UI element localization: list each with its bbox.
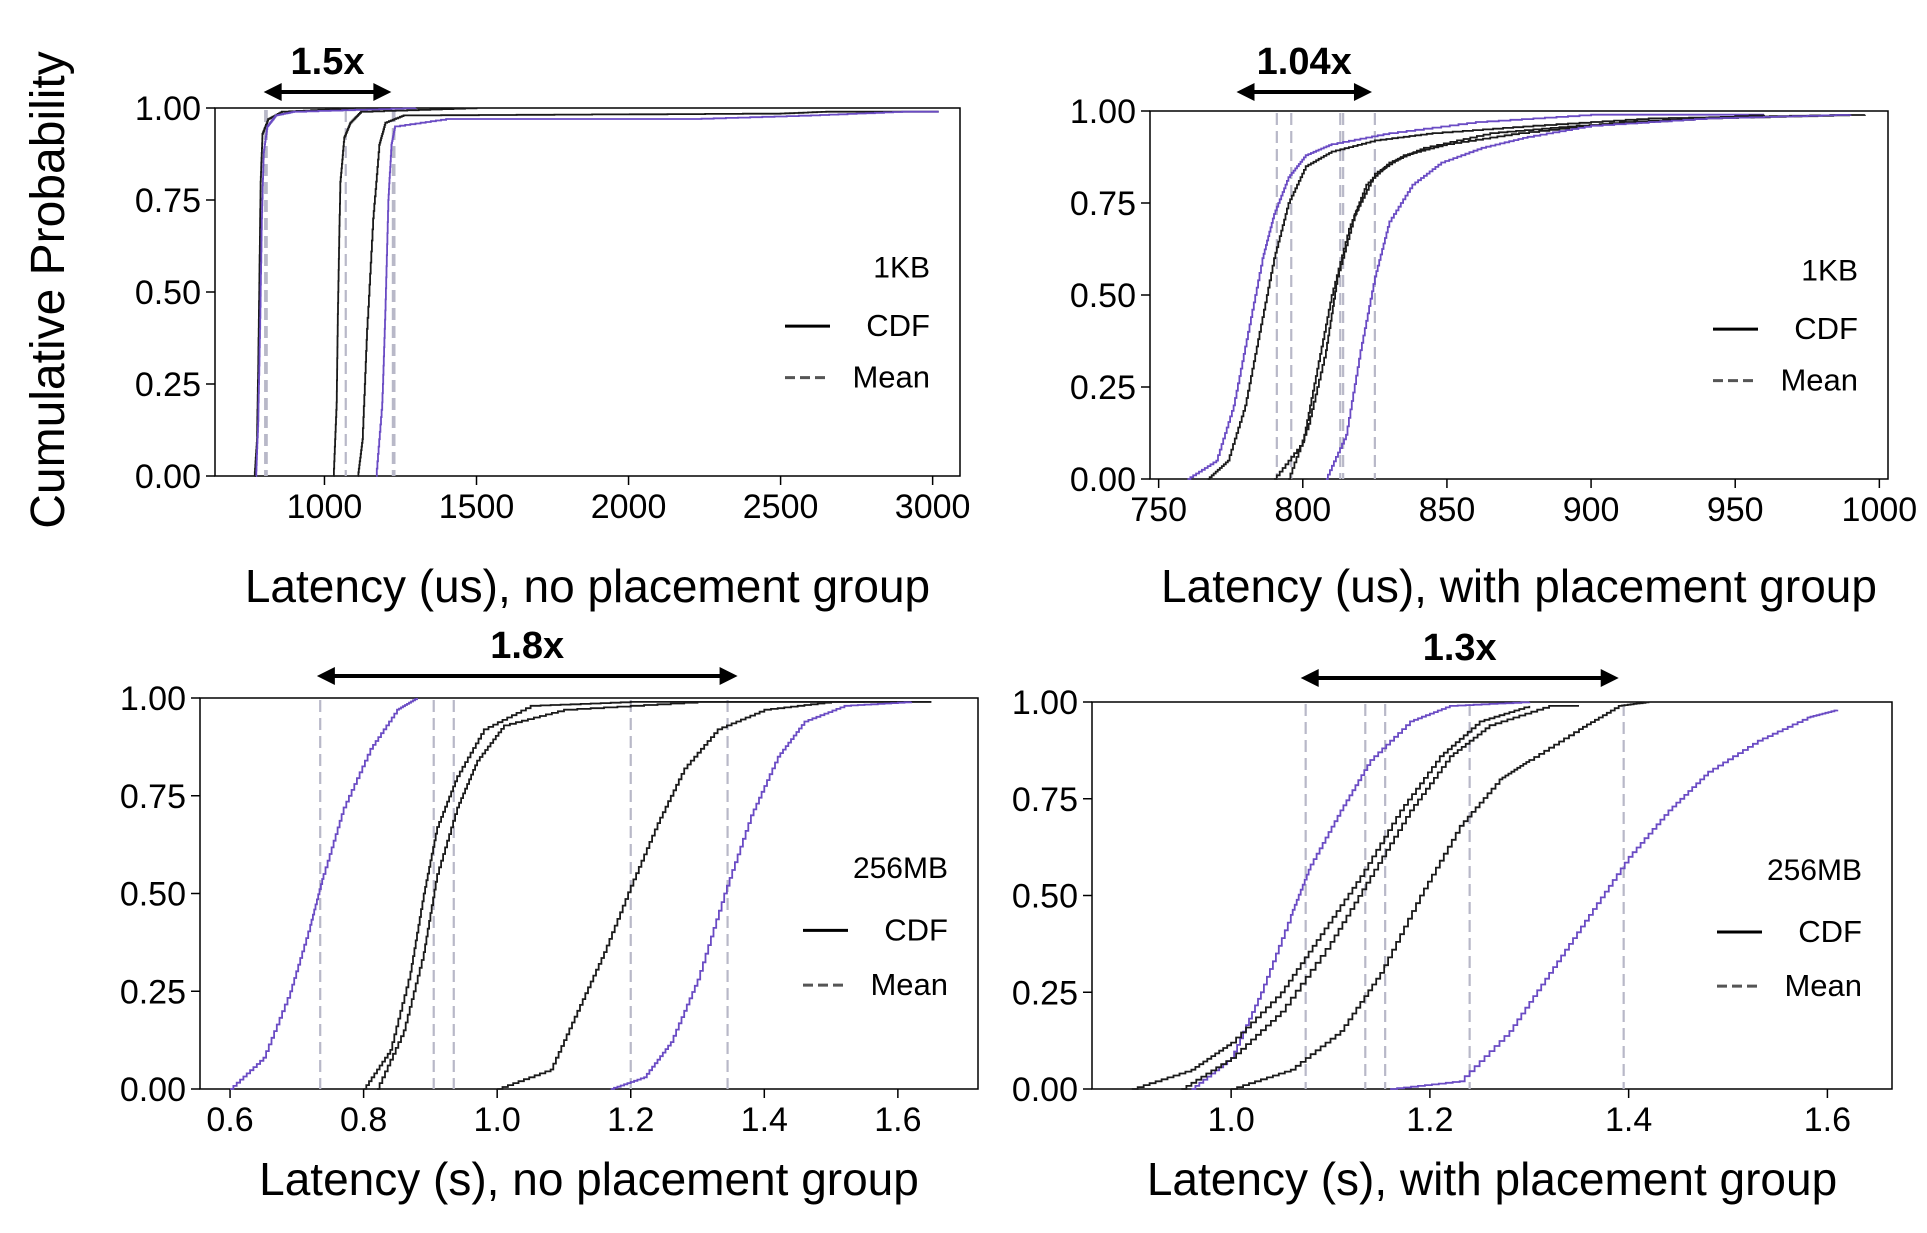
y-tick-label: 0.00 [135, 458, 201, 496]
y-tick-label: 0.75 [120, 778, 186, 816]
ratio-arrow-left-head [1236, 83, 1255, 101]
plot-frame [214, 107, 961, 477]
cdf-series-line [1390, 709, 1839, 1090]
legend-cdf-label: CDF [866, 308, 930, 343]
cdf-series-line [333, 107, 478, 477]
legend-mean-label: Mean [852, 360, 930, 395]
x-tick-label: 2500 [743, 488, 819, 526]
y-tick-label: 1.00 [120, 680, 186, 718]
x-tick-label: 800 [1274, 491, 1331, 529]
cdf-series-line [1288, 114, 1765, 480]
cdf-series-line [1207, 114, 1852, 480]
x-tick-label: 0.6 [206, 1101, 253, 1139]
x-tick-label: 3000 [895, 488, 971, 526]
y-tick-label: 0.50 [1070, 277, 1136, 315]
cdf-series-line [497, 701, 932, 1090]
y-tick-label: 0.00 [1012, 1071, 1078, 1109]
cdf-series-line [1274, 114, 1866, 480]
y-tick-label: 1.00 [1070, 93, 1136, 131]
size-label: 256MB [853, 852, 948, 885]
legend-mean-label: Mean [1784, 968, 1862, 1003]
y-tick-label: 0.75 [135, 182, 201, 220]
x-tick-label: 1.6 [874, 1101, 921, 1139]
ratio-arrow-right-head [373, 83, 392, 101]
x-axis-title: Latency (us), with placement group [1161, 560, 1877, 612]
x-tick-label: 1.0 [1207, 1101, 1254, 1139]
legend-cdf-label: CDF [884, 912, 948, 947]
y-tick-label: 1.00 [1012, 684, 1078, 722]
ratio-arrow-left-head [316, 667, 335, 685]
cdf-series-line [1231, 701, 1650, 1090]
y-tick-label: 0.25 [135, 366, 201, 404]
y-tick-label: 0.25 [120, 973, 186, 1011]
legend-cdf-label: CDF [1798, 914, 1862, 949]
x-tick-label: 1000 [1842, 491, 1918, 529]
y-tick-label: 0.75 [1070, 185, 1136, 223]
x-tick-label: 1.4 [1605, 1101, 1652, 1139]
legend-mean-label: Mean [1780, 363, 1858, 398]
x-tick-label: 1.4 [741, 1101, 788, 1139]
y-tick-label: 0.75 [1012, 781, 1078, 819]
x-tick-label: 1.6 [1804, 1101, 1851, 1139]
plot-frame [1091, 701, 1893, 1090]
ratio-arrow-left-head [263, 83, 282, 101]
x-tick-label: 2000 [591, 488, 667, 526]
ratio-arrow-right-head [1353, 83, 1372, 101]
panel-top-right: 0.00 0.25 0.50 0.75 1.00 750 800 850 900 950 1000 1… [1070, 41, 1917, 612]
panel-bottom-right: 0.00 0.25 0.50 0.75 1.00 1.0 1.2 1.4 1.6 1.3x 256M… [1012, 627, 1893, 1205]
x-tick-label: 750 [1130, 491, 1187, 529]
ratio-arrow-right-head [719, 667, 738, 685]
x-tick-label: 1000 [287, 488, 363, 526]
cdf-series-line [363, 701, 932, 1090]
cdf-series-line [357, 110, 939, 477]
ratio-arrow-right-head [1600, 669, 1619, 687]
legend-cdf-label: CDF [1794, 311, 1858, 346]
x-tick-label: 850 [1419, 491, 1476, 529]
ratio-label: 1.04x [1257, 41, 1352, 83]
y-tick-label: 0.50 [1012, 878, 1078, 916]
y-tick-label: 0.00 [120, 1071, 186, 1109]
x-tick-label: 1500 [439, 488, 515, 526]
y-tick-label: 1.00 [135, 90, 201, 128]
x-tick-label: 0.8 [340, 1101, 387, 1139]
cdf-series-line [1131, 705, 1531, 1090]
x-tick-label: 900 [1563, 491, 1620, 529]
cdf-series-line [1181, 705, 1579, 1090]
size-label: 256MB [1767, 854, 1862, 887]
y-tick-label: 0.25 [1012, 974, 1078, 1012]
panel-bottom-left: 0.00 0.25 0.50 0.75 1.00 0.6 0.8 1.0 1.2 1.4 1.6 1.… [120, 625, 979, 1205]
cdf-series-line [375, 110, 939, 477]
x-axis-title: Latency (us), no placement group [245, 560, 930, 612]
cdf-series-line [610, 701, 913, 1090]
cdf-series-line [1325, 114, 1852, 480]
x-tick-label: 1.2 [1406, 1101, 1453, 1139]
legend-mean-label: Mean [870, 967, 948, 1002]
ratio-label: 1.3x [1423, 627, 1497, 669]
y-tick-label: 0.00 [1070, 461, 1136, 499]
panel-top-left: 0.00 0.25 0.50 0.75 1.00 1000 1500 2000 2500 3000… [135, 41, 971, 612]
plot-frame [199, 697, 979, 1090]
size-label: 1KB [873, 251, 930, 284]
plot-frame [1149, 110, 1889, 480]
ratio-label: 1.8x [490, 625, 564, 667]
ratio-arrow-left-head [1300, 669, 1319, 687]
figure-ylabel: Cumulative Probability [22, 51, 75, 529]
cdf-series-line [255, 107, 417, 477]
ratio-label: 1.5x [291, 41, 365, 83]
cdf-series-line [377, 701, 865, 1090]
y-tick-label: 0.25 [1070, 369, 1136, 407]
x-tick-label: 950 [1707, 491, 1764, 529]
y-tick-label: 0.50 [120, 876, 186, 914]
x-tick-label: 1.2 [607, 1101, 654, 1139]
x-axis-title: Latency (s), with placement group [1147, 1153, 1837, 1205]
cdf-series-line [1191, 701, 1531, 1090]
x-tick-label: 1.0 [474, 1101, 521, 1139]
cdf-series-line [253, 107, 356, 477]
cdf-series-line [1187, 113, 1764, 480]
size-label: 1KB [1801, 254, 1858, 287]
x-axis-title: Latency (s), no placement group [259, 1153, 919, 1205]
y-tick-label: 0.50 [135, 274, 201, 312]
cdf-series-line [230, 698, 418, 1090]
